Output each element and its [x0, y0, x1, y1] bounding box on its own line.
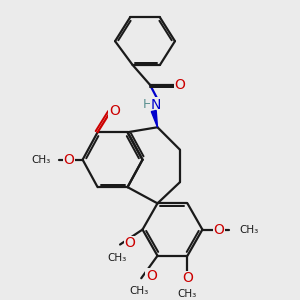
Text: CH₃: CH₃	[31, 155, 50, 165]
Text: O: O	[124, 236, 135, 250]
Text: CH₃: CH₃	[107, 253, 127, 263]
Text: H: H	[142, 98, 152, 111]
Text: CH₃: CH₃	[240, 225, 259, 235]
Text: O: O	[175, 78, 185, 92]
Polygon shape	[151, 110, 158, 127]
Text: O: O	[63, 153, 74, 167]
Text: O: O	[213, 223, 224, 237]
Text: N: N	[151, 98, 161, 112]
Text: O: O	[146, 269, 157, 283]
Text: CH₃: CH₃	[178, 289, 197, 299]
Text: CH₃: CH₃	[129, 286, 148, 296]
Text: O: O	[182, 271, 193, 285]
Text: O: O	[109, 104, 120, 118]
